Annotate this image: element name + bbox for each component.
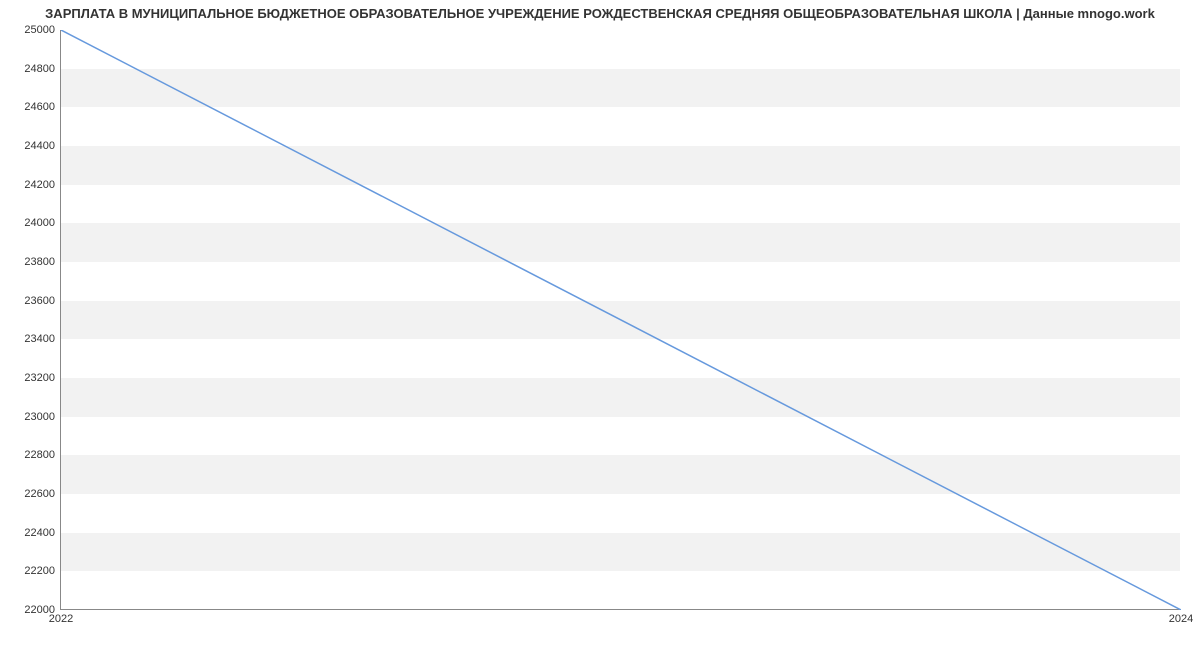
y-tick-label: 24800 <box>24 63 55 75</box>
plot-region: 2200022200224002260022800230002320023400… <box>60 30 1180 610</box>
y-tick-label: 23600 <box>24 295 55 307</box>
y-tick-label: 24200 <box>24 179 55 191</box>
chart-title: ЗАРПЛАТА В МУНИЦИПАЛЬНОЕ БЮДЖЕТНОЕ ОБРАЗ… <box>0 6 1200 21</box>
y-tick-label: 24400 <box>24 140 55 152</box>
y-tick-label: 22400 <box>24 527 55 539</box>
y-tick-label: 23000 <box>24 411 55 423</box>
y-tick-label: 25000 <box>24 24 55 36</box>
y-tick-label: 24600 <box>24 101 55 113</box>
y-tick-label: 23400 <box>24 333 55 345</box>
y-tick-label: 22600 <box>24 488 55 500</box>
y-tick-label: 23200 <box>24 372 55 384</box>
x-tick-label: 2022 <box>49 613 73 625</box>
y-tick-label: 23800 <box>24 256 55 268</box>
x-tick-label: 2024 <box>1169 613 1193 625</box>
chart-area: 2200022200224002260022800230002320023400… <box>60 30 1180 610</box>
y-tick-label: 24000 <box>24 217 55 229</box>
y-tick-label: 22800 <box>24 449 55 461</box>
data-line <box>61 30 1181 610</box>
line-series <box>61 30 1181 610</box>
y-tick-label: 22200 <box>24 565 55 577</box>
